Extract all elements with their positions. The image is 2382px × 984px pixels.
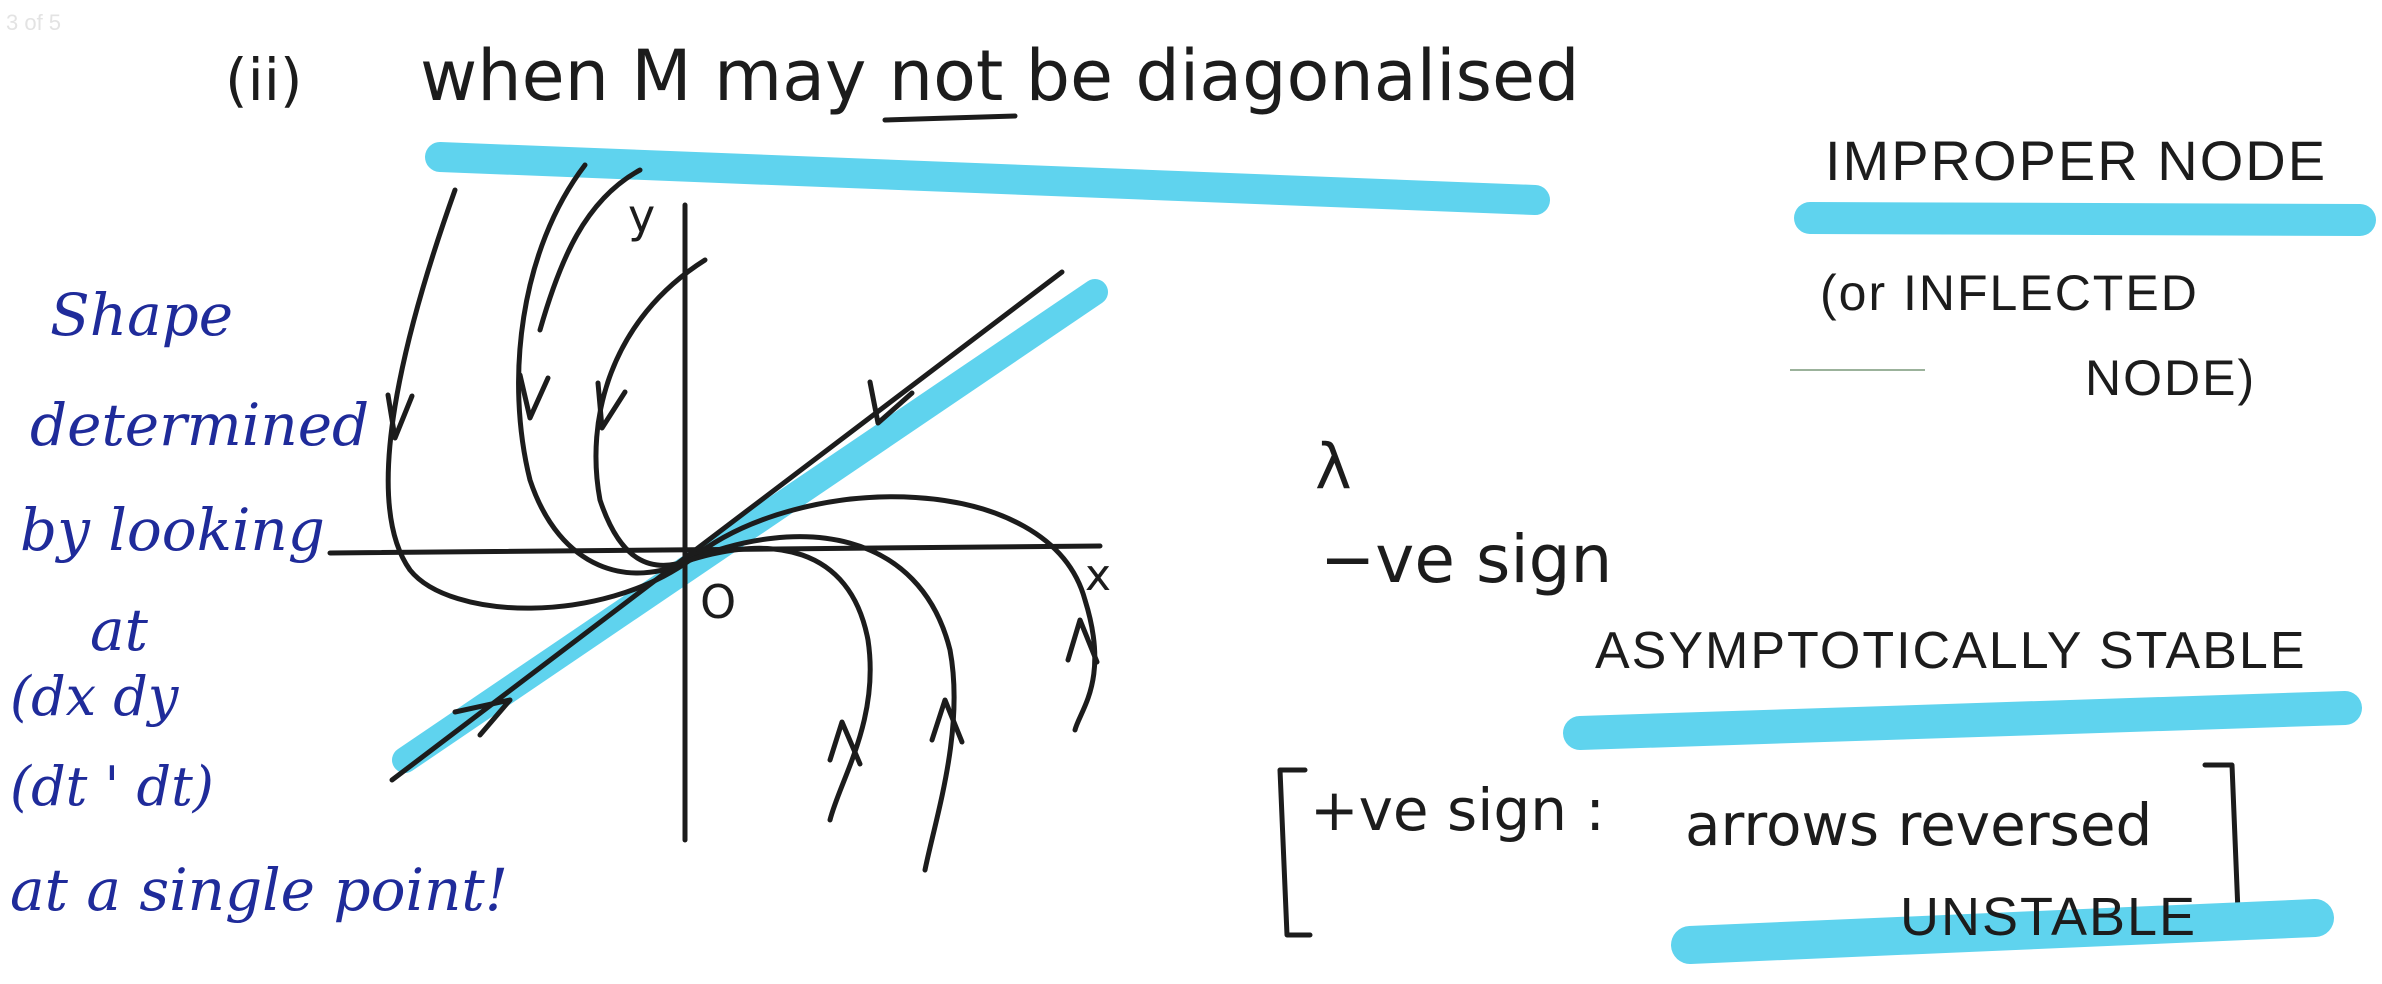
arrow-upper-right bbox=[867, 379, 915, 426]
unstable-highlight bbox=[1671, 899, 2334, 964]
page-label: 3 of 5 bbox=[6, 10, 61, 35]
asymptotically-stable-label: ASYMPTOTICALLY STABLE bbox=[1595, 622, 2307, 680]
phase-portrait: y x O bbox=[327, 162, 1111, 873]
x-axis-label: x bbox=[1085, 550, 1111, 601]
unstable-label: UNSTABLE bbox=[1900, 887, 2197, 947]
eigenvector-line bbox=[389, 269, 1065, 783]
y-axis-label: y bbox=[628, 189, 655, 243]
left-bracket bbox=[1277, 767, 1313, 938]
heading-number: (ii) bbox=[225, 46, 302, 114]
stable-highlight bbox=[1563, 691, 2362, 750]
side-note-line-5: (dx dy bbox=[10, 665, 180, 728]
inflected-line-2: NODE) bbox=[2085, 350, 2256, 406]
origin-label: O bbox=[700, 575, 736, 629]
trajectory-5 bbox=[687, 534, 957, 873]
arrows-reversed-text: arrows reversed bbox=[1685, 791, 2152, 859]
not-underline bbox=[882, 113, 1018, 123]
arrow-lower-left bbox=[452, 697, 513, 738]
heading-text: when M may not be diagonalised bbox=[420, 35, 1580, 117]
arrow-4 bbox=[1065, 617, 1100, 665]
side-note-line-7: at a single point! bbox=[10, 856, 508, 924]
arrow-2 bbox=[517, 372, 551, 421]
side-note-line-3: by looking bbox=[20, 496, 325, 564]
trajectory-2 bbox=[516, 162, 693, 576]
arrow-3 bbox=[595, 380, 628, 431]
trajectory-2b bbox=[537, 167, 643, 333]
side-note-line-1: Shape bbox=[50, 281, 233, 349]
trajectory-1 bbox=[385, 187, 693, 611]
arrow-1 bbox=[385, 392, 415, 441]
lambda-symbol: λ bbox=[1315, 430, 1352, 503]
inflected-line-1: (or INFLECTED bbox=[1820, 265, 2199, 321]
heading-highlight bbox=[425, 142, 1550, 215]
positive-sign-text: +ve sign : bbox=[1310, 776, 1605, 844]
trajectory-3 bbox=[593, 257, 708, 568]
improper-node-highlight bbox=[1794, 202, 2376, 236]
improper-node-title: IMPROPER NODE bbox=[1825, 129, 2327, 192]
negative-sign-text: −ve sign bbox=[1320, 521, 1612, 598]
arrow-5 bbox=[929, 697, 965, 745]
side-note-line-4: at bbox=[90, 596, 149, 664]
side-note-line-6: (dt ' dt) bbox=[10, 755, 214, 818]
trajectory-6 bbox=[687, 545, 873, 823]
right-bracket bbox=[2197, 762, 2241, 918]
arrow-6 bbox=[827, 719, 863, 767]
trajectory-4 bbox=[687, 494, 1098, 733]
side-note-line-2: determined bbox=[30, 391, 369, 459]
side-note: Shape determined by looking at (dx dy (d… bbox=[10, 281, 508, 924]
